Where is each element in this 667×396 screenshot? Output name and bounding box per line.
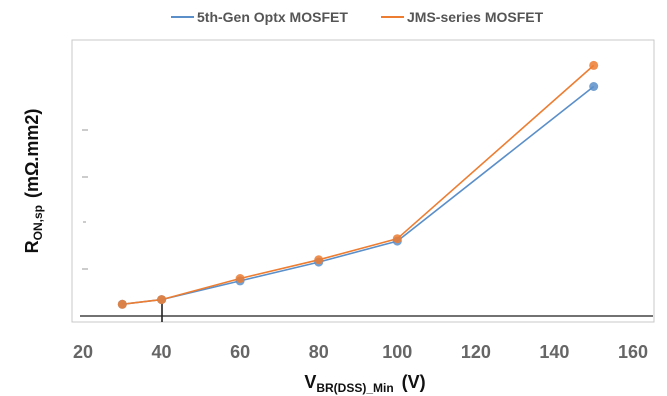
x-axis-title-main: V: [304, 372, 316, 392]
series-layer: [117, 60, 599, 309]
x-tick-labels: 20 40 60 80 100 120 140 160: [73, 342, 648, 362]
y-axis-marks: [82, 129, 88, 270]
data-point-1-3: [314, 255, 324, 265]
x-axis-title-unit: (V): [402, 372, 426, 392]
x-tick-label: 140: [539, 342, 569, 362]
data-point-1-2: [235, 274, 245, 283]
legend-label-5th-gen: 5th-Gen Optx MOSFET: [197, 9, 348, 25]
data-point-1-4: [392, 234, 402, 244]
y-axis-title-main: R: [22, 240, 42, 253]
data-point-0-5: [589, 82, 599, 91]
data-point-1-1: [157, 295, 167, 305]
x-tick-label: 100: [382, 342, 412, 362]
x-tick-label: 20: [73, 342, 93, 362]
y-axis-title-subscript: ON,sp: [31, 205, 45, 240]
y-axis-title-unit: (mΩ.mm2): [22, 109, 42, 198]
x-tick-label: 160: [618, 342, 648, 362]
data-point-1-0: [117, 299, 127, 309]
series-line-1: [122, 64, 595, 306]
y-axis-title: RON,sp (mΩ.mm2): [22, 109, 45, 254]
plot-frame: [71, 39, 655, 323]
legend: 5th-Gen Optx MOSFET JMS-series MOSFET: [171, 9, 544, 25]
x-axis-title: VBR(DSS)_Min (V): [304, 372, 425, 395]
data-point-1-5: [589, 60, 599, 70]
x-tick-label: 60: [230, 342, 250, 362]
x-tick-label: 120: [461, 342, 491, 362]
x-tick-label: 40: [152, 342, 172, 362]
x-axis-title-subscript: BR(DSS)_Min: [316, 381, 393, 395]
legend-label-jms: JMS-series MOSFET: [407, 9, 544, 25]
x-tick-label: 80: [309, 342, 329, 362]
series-line-0: [122, 85, 595, 306]
